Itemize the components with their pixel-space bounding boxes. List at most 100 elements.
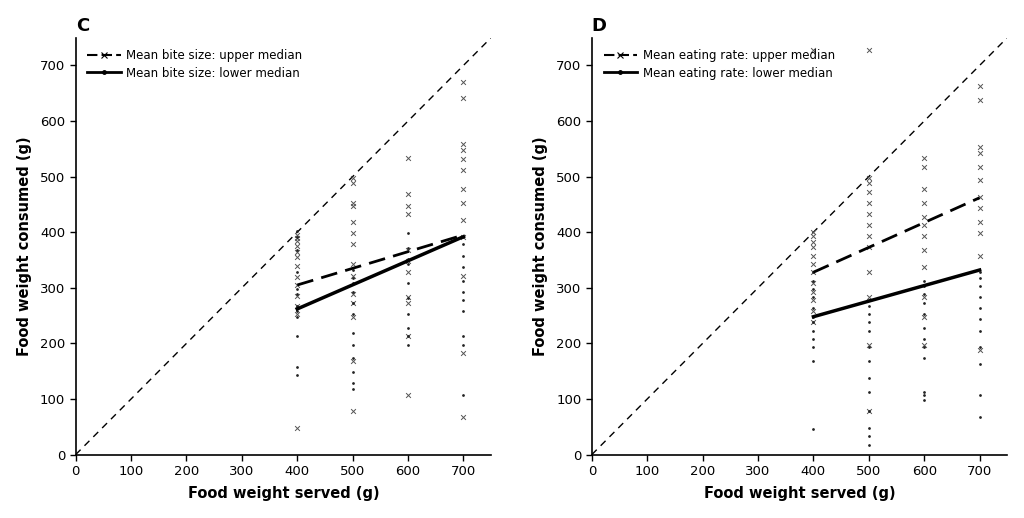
Point <box>400 257 417 265</box>
Point <box>916 354 933 363</box>
Point <box>916 293 933 301</box>
Point <box>805 285 821 293</box>
Point <box>860 221 877 229</box>
Point <box>400 340 417 349</box>
Point <box>972 346 988 354</box>
Point <box>289 332 305 340</box>
Point <box>344 385 360 393</box>
Point <box>860 407 877 415</box>
Point <box>972 326 988 335</box>
Point <box>916 212 933 221</box>
Point <box>860 179 877 188</box>
Point <box>805 46 821 54</box>
Point <box>972 82 988 90</box>
Point <box>805 312 821 321</box>
Point <box>289 262 305 270</box>
Point <box>805 268 821 277</box>
Point <box>456 349 472 357</box>
Point <box>972 163 988 171</box>
Point <box>860 326 877 335</box>
Point <box>805 260 821 268</box>
Point <box>344 198 360 207</box>
Point <box>805 268 821 277</box>
Point <box>972 360 988 368</box>
Point <box>972 176 988 184</box>
Point <box>972 304 988 312</box>
Point <box>400 279 417 287</box>
Point <box>860 293 877 301</box>
Point <box>289 285 305 293</box>
Point <box>972 282 988 290</box>
Point <box>456 307 472 315</box>
Point <box>289 371 305 379</box>
Point <box>972 204 988 212</box>
Point <box>805 307 821 315</box>
Legend: Mean bite size: upper median, Mean bite size: lower median: Mean bite size: upper median, Mean bite … <box>82 44 308 86</box>
Point <box>916 185 933 193</box>
Point <box>860 232 877 240</box>
Point <box>916 312 933 321</box>
Point <box>805 425 821 433</box>
Point <box>916 246 933 254</box>
Point <box>400 332 417 340</box>
Point <box>289 242 305 250</box>
Point <box>344 240 360 249</box>
Point <box>916 324 933 332</box>
Point <box>972 391 988 399</box>
Point <box>972 143 988 151</box>
Point <box>860 301 877 310</box>
Point <box>860 198 877 207</box>
Point <box>972 96 988 104</box>
Point <box>972 193 988 202</box>
Point <box>400 268 417 277</box>
Point <box>972 229 988 237</box>
Point <box>860 357 877 365</box>
Point <box>972 149 988 157</box>
Point <box>916 310 933 318</box>
Point <box>805 304 821 312</box>
Y-axis label: Food weight consumed (g): Food weight consumed (g) <box>532 136 548 356</box>
Point <box>860 310 877 318</box>
Point <box>344 407 360 415</box>
Point <box>289 307 305 315</box>
Point <box>805 243 821 251</box>
Point <box>400 261 417 269</box>
Point <box>400 391 417 399</box>
Point <box>400 243 417 252</box>
Point <box>860 268 877 277</box>
Point <box>860 407 877 415</box>
Point <box>344 218 360 226</box>
Point <box>289 231 305 239</box>
X-axis label: Food weight served (g): Food weight served (g) <box>703 486 895 501</box>
Point <box>344 202 360 210</box>
Point <box>916 396 933 404</box>
Point <box>456 185 472 193</box>
Point <box>860 373 877 382</box>
Point <box>456 413 472 421</box>
Point <box>456 199 472 207</box>
Point <box>805 357 821 365</box>
Point <box>289 292 305 300</box>
Point <box>972 218 988 226</box>
Point <box>456 277 472 285</box>
Point <box>860 340 877 349</box>
Point <box>456 146 472 154</box>
Point <box>860 318 877 326</box>
Point <box>344 354 360 363</box>
Point <box>456 288 472 296</box>
Point <box>916 198 933 207</box>
Point <box>456 391 472 399</box>
Point <box>456 240 472 249</box>
Point <box>289 281 305 289</box>
Point <box>916 277 933 285</box>
Point <box>972 274 988 282</box>
Point <box>916 163 933 171</box>
Point <box>344 329 360 338</box>
Point <box>805 293 821 301</box>
Point <box>289 236 305 244</box>
Point <box>344 266 360 274</box>
Point <box>344 174 360 182</box>
Point <box>805 335 821 343</box>
Point <box>400 229 417 237</box>
Point <box>400 202 417 210</box>
